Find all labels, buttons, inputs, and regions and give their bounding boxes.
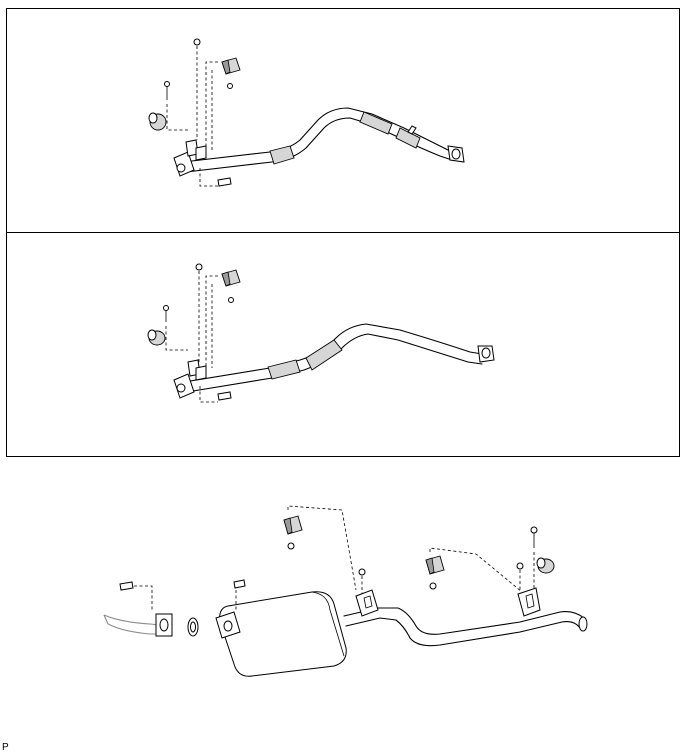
diagram-panel-middle — [6, 232, 680, 457]
fasteners-middle — [147, 263, 241, 403]
bolt-icon — [233, 579, 246, 589]
bolt-icon — [530, 526, 538, 534]
nut-icon — [516, 562, 524, 570]
pipe-hanger-front — [355, 589, 379, 617]
bolt-icon — [119, 581, 134, 591]
nut-icon — [287, 542, 295, 550]
lower-bolt-icon — [217, 177, 232, 187]
nut-icon — [195, 263, 203, 271]
lower-bolt-icon — [217, 391, 232, 401]
fasteners-top — [148, 38, 241, 187]
front-pipe-assembly-middle — [173, 323, 495, 399]
fasteners-lower — [119, 505, 555, 612]
bolt-icon — [164, 81, 170, 87]
tail-pipe-tip — [578, 616, 588, 632]
nut-icon — [193, 38, 201, 46]
bolt-icon — [163, 305, 169, 311]
nut-icon — [429, 582, 437, 590]
muffler — [219, 591, 347, 677]
figure-code: P — [2, 742, 9, 753]
pipe-hanger-rear — [517, 587, 541, 617]
tail-pipe-assembly — [103, 587, 588, 677]
front-pipe-assembly-top — [173, 107, 465, 177]
nut-icon — [358, 568, 366, 576]
